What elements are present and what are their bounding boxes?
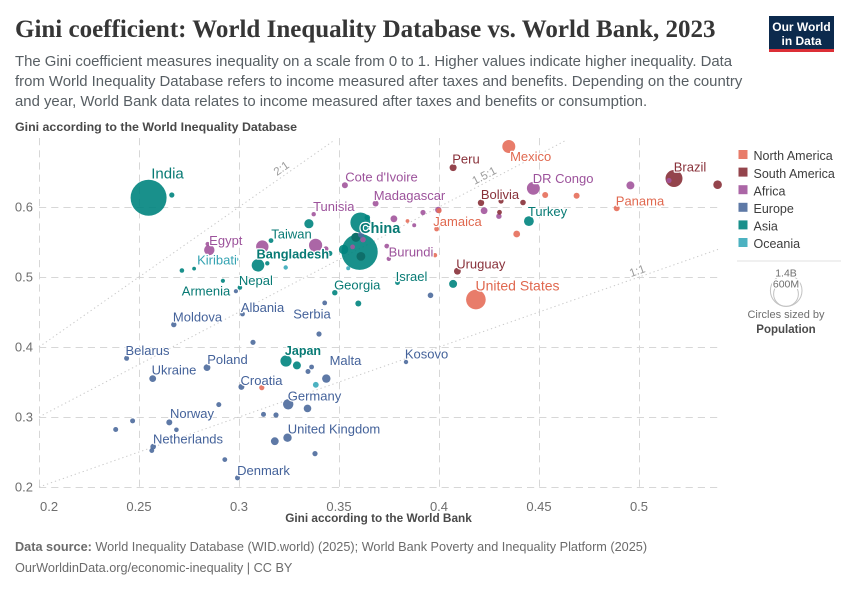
svg-text:China: China [360, 221, 401, 237]
svg-text:Turkey: Turkey [528, 204, 568, 219]
svg-text:1.5:1: 1.5:1 [471, 165, 499, 187]
svg-text:0.5: 0.5 [15, 270, 33, 285]
svg-text:Norway: Norway [170, 406, 215, 421]
svg-text:Netherlands: Netherlands [153, 432, 224, 447]
svg-text:0.2: 0.2 [40, 499, 58, 514]
svg-text:0.3: 0.3 [230, 499, 248, 514]
svg-text:DR Congo: DR Congo [533, 171, 594, 186]
svg-text:Belarus: Belarus [125, 343, 170, 358]
svg-text:Cote d'Ivoire: Cote d'Ivoire [345, 169, 418, 184]
svg-text:Madagascar: Madagascar [374, 188, 446, 203]
svg-text:Taiwan: Taiwan [271, 227, 311, 242]
svg-text:Ukraine: Ukraine [152, 363, 197, 378]
svg-text:Asia: Asia [754, 220, 778, 234]
svg-text:Bolivia: Bolivia [481, 187, 520, 202]
svg-text:0.2: 0.2 [15, 480, 33, 495]
svg-text:Germany: Germany [288, 388, 342, 403]
svg-text:Israel: Israel [396, 269, 428, 284]
svg-text:Uruguay: Uruguay [456, 256, 506, 271]
svg-text:United Kingdom: United Kingdom [288, 422, 381, 437]
svg-text:India: India [151, 166, 184, 183]
svg-text:Peru: Peru [452, 152, 479, 167]
svg-text:Circles sized by: Circles sized by [747, 309, 825, 321]
svg-text:Tunisia: Tunisia [313, 199, 355, 214]
svg-text:Malta: Malta [330, 353, 363, 368]
svg-text:Serbia: Serbia [293, 307, 331, 322]
svg-text:0.3: 0.3 [15, 410, 33, 425]
svg-text:Armenia: Armenia [182, 283, 231, 298]
svg-text:Nepal: Nepal [239, 273, 273, 288]
svg-text:0.25: 0.25 [126, 499, 151, 514]
svg-text:Jamaica: Jamaica [433, 214, 482, 229]
svg-text:Poland: Poland [207, 352, 247, 367]
svg-text:Bangladesh: Bangladesh [257, 246, 330, 261]
svg-text:Japan: Japan [285, 344, 321, 358]
svg-text:Population: Population [756, 324, 815, 336]
svg-text:Mexico: Mexico [510, 149, 551, 164]
svg-text:Africa: Africa [754, 184, 786, 198]
svg-text:2:1: 2:1 [272, 160, 292, 179]
svg-text:Kosovo: Kosovo [405, 346, 448, 361]
svg-text:Oceania: Oceania [754, 237, 801, 251]
svg-text:South America: South America [754, 167, 835, 181]
svg-text:Denmark: Denmark [237, 463, 290, 478]
svg-text:Moldova: Moldova [173, 310, 223, 325]
svg-text:0.45: 0.45 [526, 499, 551, 514]
svg-text:0.35: 0.35 [326, 499, 351, 514]
svg-text:Europe: Europe [754, 202, 794, 216]
svg-text:Brazil: Brazil [674, 160, 707, 175]
svg-text:Burundi: Burundi [389, 244, 434, 259]
svg-text:600M: 600M [773, 279, 799, 291]
svg-text:Croatia: Croatia [241, 373, 284, 388]
svg-text:1.4B: 1.4B [775, 268, 797, 280]
svg-text:Kiribati: Kiribati [197, 253, 237, 268]
svg-text:Albania: Albania [241, 300, 285, 315]
svg-text:North America: North America [754, 149, 833, 163]
svg-text:Georgia: Georgia [334, 277, 381, 292]
svg-text:0.5: 0.5 [630, 499, 648, 514]
svg-text:Panama: Panama [616, 193, 665, 208]
svg-text:Egypt: Egypt [209, 233, 243, 248]
svg-text:0.4: 0.4 [430, 499, 448, 514]
svg-text:0.6: 0.6 [15, 200, 33, 215]
svg-text:0.4: 0.4 [15, 340, 33, 355]
svg-text:United States: United States [475, 277, 559, 293]
svg-text:1:1: 1:1 [628, 263, 647, 280]
